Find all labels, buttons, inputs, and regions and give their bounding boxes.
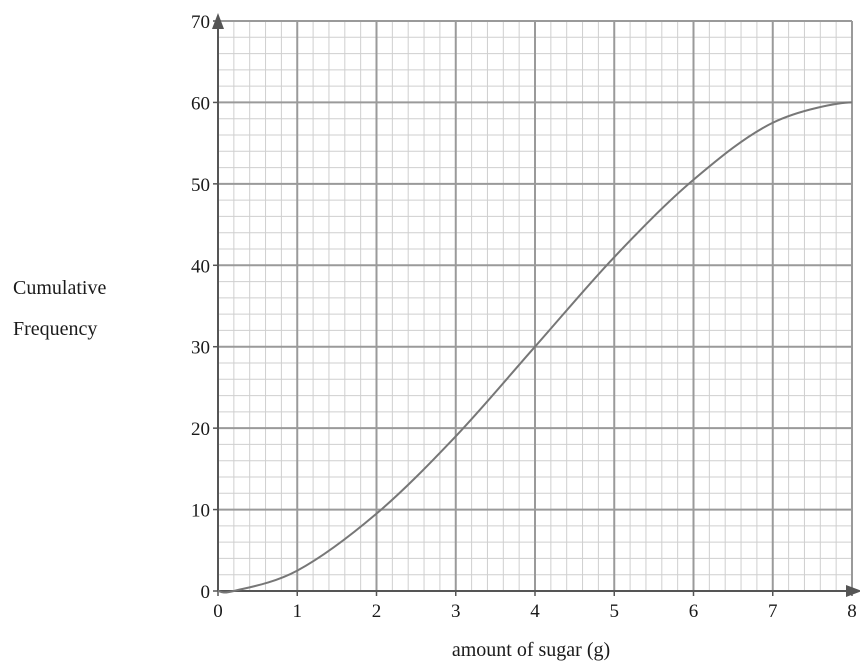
axes <box>212 13 860 597</box>
y-tick-label: 60 <box>191 93 210 114</box>
y-axis-label-line-1: Cumulative <box>13 277 107 299</box>
y-tick-label: 20 <box>191 419 210 440</box>
data-curves <box>217 101 853 594</box>
x-tick-label: 3 <box>451 601 461 622</box>
x-tick-label: 7 <box>768 601 778 622</box>
x-axis-label: amount of sugar (g) <box>452 639 610 661</box>
x-tick-label: 1 <box>293 601 303 622</box>
x-tick-label: 2 <box>372 601 382 622</box>
x-tick-label: 8 <box>847 601 857 622</box>
x-tick-label: 4 <box>530 601 540 622</box>
tick-labels: 0 1 2 3 4 5 6 7 8 0 10 20 30 40 50 60 70 <box>191 12 857 622</box>
y-axis-arrowhead <box>212 13 224 29</box>
y-tick-label: 30 <box>191 338 210 359</box>
y-tick-label: 0 <box>201 582 211 603</box>
major-gridlines <box>217 20 853 592</box>
cumulative-frequency-curve <box>217 101 853 594</box>
y-axis-label-line-2: Frequency <box>13 318 98 340</box>
x-axis-arrowhead <box>846 585 860 597</box>
y-tick-label: 50 <box>191 175 210 196</box>
x-tick-label: 5 <box>610 601 620 622</box>
y-tick-label: 10 <box>191 501 210 522</box>
y-tick-label: 40 <box>191 256 210 277</box>
y-tick-label: 70 <box>191 12 210 33</box>
x-tick-label: 6 <box>689 601 699 622</box>
x-tick-label: 0 <box>213 601 223 622</box>
